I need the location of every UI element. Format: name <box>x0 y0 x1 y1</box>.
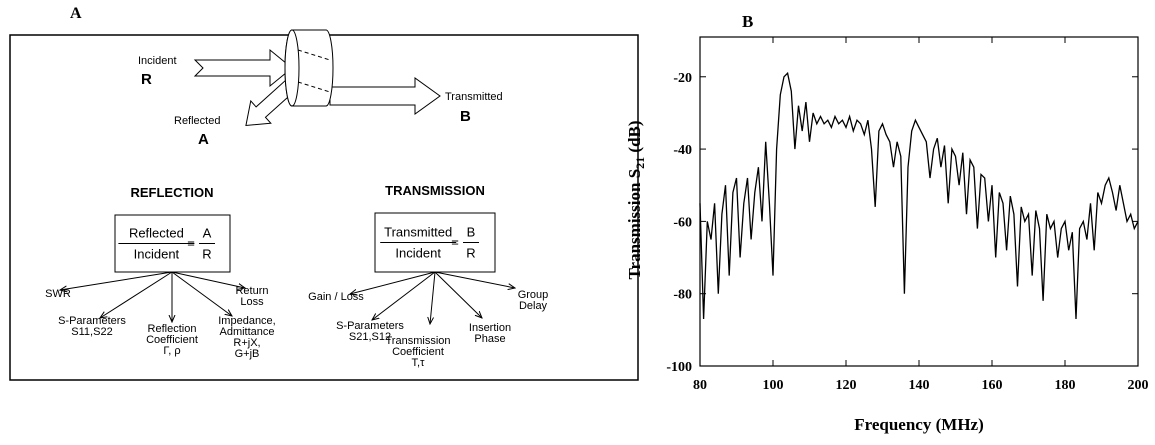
diagram: A Incident R Reflected A Transmitted B R… <box>9 5 639 381</box>
equals: = <box>451 235 459 250</box>
x-tick-label: 80 <box>693 378 707 393</box>
incident-label: Incident <box>138 55 177 67</box>
leaf-line: S-Parameters <box>58 315 126 327</box>
leaf-line: Loss <box>240 296 264 308</box>
reflected-label: Reflected <box>174 115 220 127</box>
ratio-numerator: B <box>467 225 476 240</box>
device <box>284 29 334 107</box>
chart: B Frequency (MHz) Transmission S21 (dB) … <box>625 12 1149 434</box>
equals: = <box>187 236 195 251</box>
ratio-numerator: A <box>203 226 212 241</box>
leaf-line: Insertion <box>469 322 511 334</box>
y-axis-label: Transmission S21 (dB) <box>625 120 647 279</box>
reflected-arrow <box>245 78 298 127</box>
leaf-line: T,τ <box>412 357 426 369</box>
leaf-label: Group Delay <box>518 289 549 312</box>
leaf-label: Gain / Loss <box>308 291 364 303</box>
leaf-line: SWR <box>45 288 71 300</box>
leaf-line: Reflection <box>148 323 197 335</box>
denominator: Incident <box>395 246 441 261</box>
x-tick-label: 120 <box>836 378 857 393</box>
branch-arrow <box>171 271 245 288</box>
branch-arrow <box>350 271 436 294</box>
leaf-line: S11,S22 <box>71 326 112 338</box>
leaf-label: Impedance, Admittance R+jX, G+jB <box>218 315 275 360</box>
x-tick-label: 160 <box>982 378 1003 393</box>
panel-label: A <box>70 5 82 22</box>
branch-arrow <box>60 271 173 290</box>
y-tick-label: -20 <box>673 71 692 86</box>
leaf-line: Transmission <box>386 335 451 347</box>
section-title: TRANSMISSION <box>385 183 485 198</box>
branch-arrow <box>430 271 436 324</box>
leaf-line: Γ, ρ <box>163 345 180 357</box>
leaf-line: S21,S12 <box>349 331 391 343</box>
transmitted-symbol: B <box>460 108 471 125</box>
leaf-label: Reflection Coefficient Γ, ρ <box>146 323 198 357</box>
numerator: Reflected <box>129 226 184 241</box>
denominator: Incident <box>134 247 180 262</box>
transmitted-label: Transmitted <box>445 91 503 103</box>
leaf-line: Return <box>235 285 268 297</box>
y-tick-label: -60 <box>673 215 692 230</box>
leaf-label: Return Loss <box>235 285 268 308</box>
incident-arrow <box>193 48 293 88</box>
incident-symbol: R <box>141 71 152 88</box>
leaf-line: R+jX, <box>233 337 260 349</box>
x-tick-label: 180 <box>1055 378 1076 393</box>
y-tick-label: -100 <box>666 360 692 375</box>
branch-arrow <box>434 271 482 318</box>
numerator: Transmitted <box>384 225 452 240</box>
leaf-line: Gain / Loss <box>308 291 364 303</box>
leaf-label: Transmission Coefficient T,τ <box>386 335 451 369</box>
leaf-label: SWR <box>45 288 71 300</box>
leaf-label: S-Parameters S21,S12 <box>336 320 404 343</box>
branch-arrow <box>434 271 515 288</box>
plot-frame <box>699 36 1139 367</box>
leaf-line: Coefficient <box>146 334 198 346</box>
x-tick-label: 200 <box>1128 378 1149 393</box>
x-tick-label: 100 <box>763 378 784 393</box>
ratio-denominator: R <box>202 247 211 262</box>
transmitted-arrow <box>329 77 441 115</box>
y-tick-label: -40 <box>673 143 692 158</box>
branch-arrow <box>372 271 436 320</box>
y-tick-label: -80 <box>673 288 692 303</box>
leaf-line: Phase <box>474 333 505 345</box>
leaf-label: Insertion Phase <box>469 322 511 345</box>
branch-arrow <box>100 271 173 318</box>
leaf-line: Delay <box>519 300 548 312</box>
data-line <box>699 71 1139 320</box>
leaf-label: S-Parameters S11,S22 <box>58 315 126 338</box>
branch-arrow <box>171 271 232 316</box>
ratio-denominator: R <box>466 246 475 261</box>
x-tick-label: 140 <box>909 378 930 393</box>
leaf-line: Group <box>518 289 549 301</box>
leaf-line: Coefficient <box>392 346 444 358</box>
leaf-line: Admittance <box>219 326 274 338</box>
section-title: REFLECTION <box>130 185 213 200</box>
leaf-line: G+jB <box>235 348 260 360</box>
leaf-line: S-Parameters <box>336 320 404 332</box>
chart-title: B <box>742 12 753 31</box>
reflected-symbol: A <box>198 131 209 148</box>
x-axis-label: Frequency (MHz) <box>854 415 984 434</box>
leaf-line: Impedance, <box>218 315 275 327</box>
